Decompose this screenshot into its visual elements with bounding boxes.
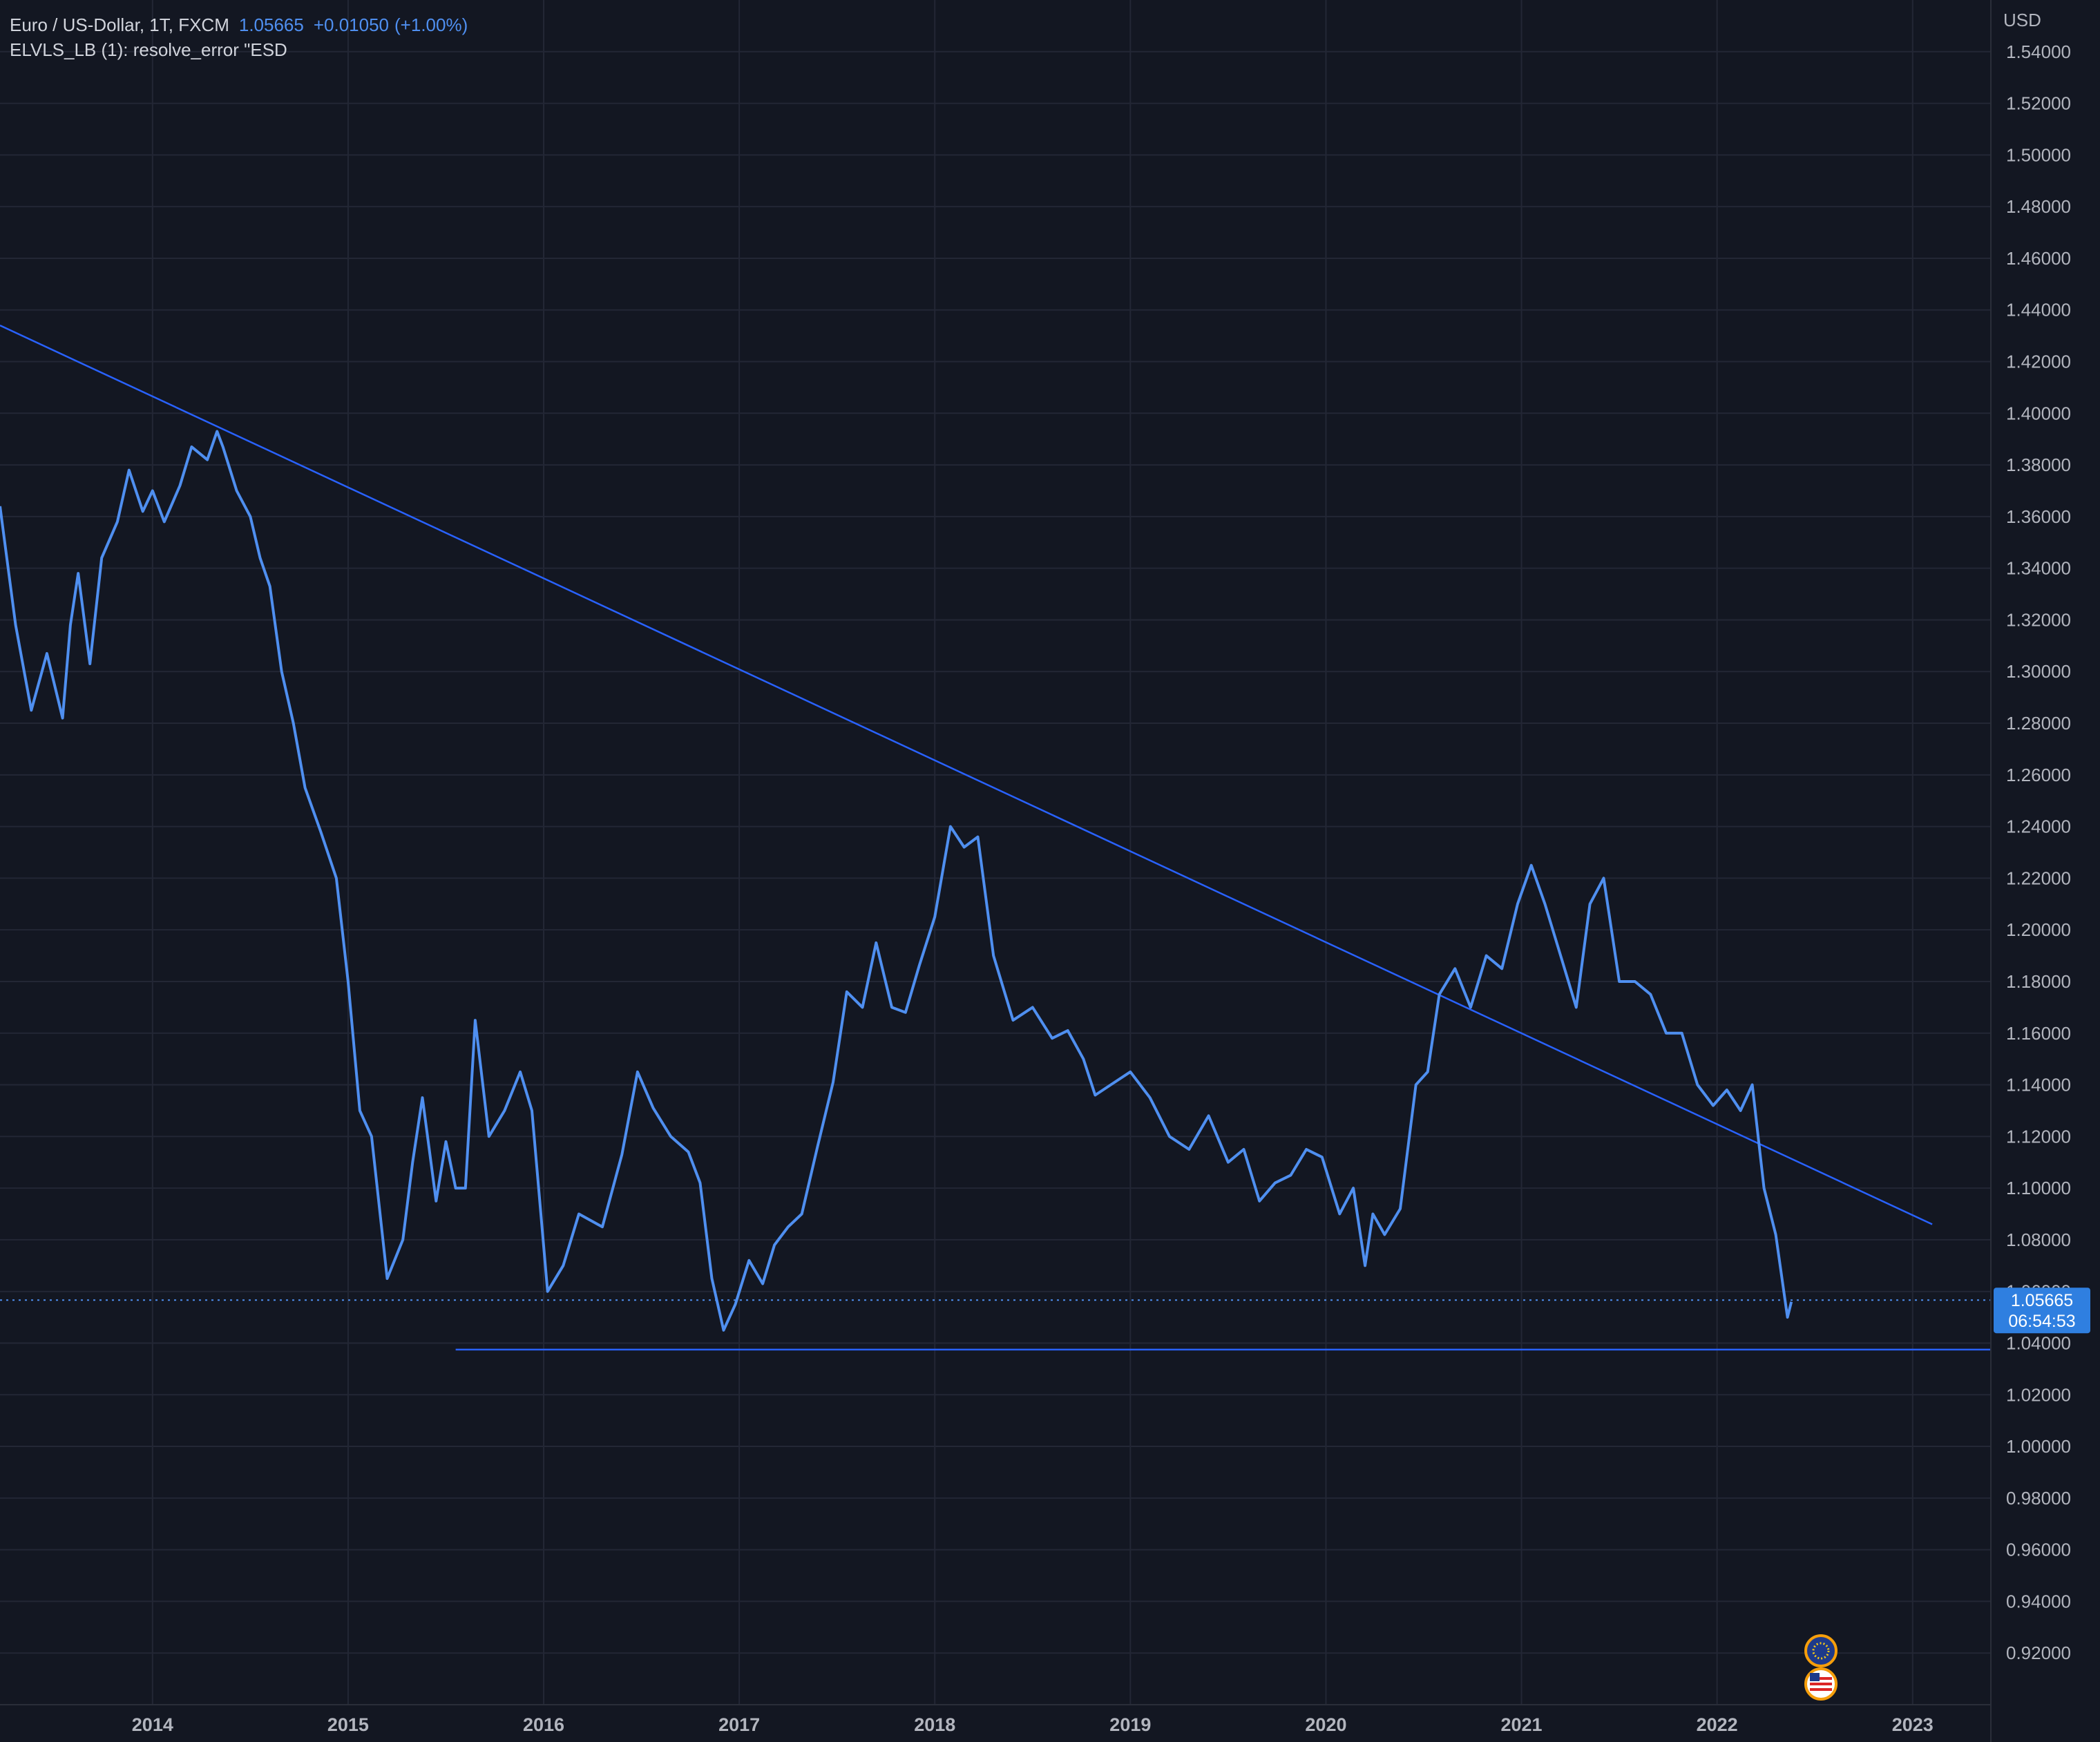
- y-tick-label: 0.98000: [2006, 1488, 2071, 1509]
- y-tick-label: 1.52000: [2006, 93, 2071, 114]
- eu-flag-icon[interactable]: [1804, 1634, 1838, 1667]
- trendlines: [0, 325, 1991, 1351]
- x-tick-label: 2021: [1501, 1714, 1543, 1735]
- y-tick-label: 1.44000: [2006, 300, 2071, 320]
- y-tick-label: 1.34000: [2006, 558, 2071, 579]
- y-tick-label: 1.00000: [2006, 1436, 2071, 1457]
- y-tick-label: 1.38000: [2006, 454, 2071, 475]
- x-tick-label: 2015: [327, 1714, 369, 1735]
- last-price-value: 1.05665: [2011, 1291, 2073, 1310]
- chart-legend: Euro / US-Dollar, 1T, FXCM 1.05665 +0.0105…: [10, 12, 468, 62]
- x-tick-label: 2017: [718, 1714, 760, 1735]
- y-tick-label: 1.04000: [2006, 1332, 2071, 1353]
- us-flag-icon[interactable]: [1804, 1667, 1838, 1701]
- currency-label: USD: [2003, 10, 2041, 30]
- y-tick-label: 1.26000: [2006, 765, 2071, 785]
- y-tick-label: 1.48000: [2006, 196, 2071, 217]
- price-axis[interactable]: 1.54000 1.52000 1.50000 1.48000 1.46000 1.440…: [2006, 41, 2071, 1663]
- price-series-line: [0, 430, 1793, 1332]
- x-tick-label: 2016: [523, 1714, 564, 1735]
- change-percent: (+1.00%): [394, 15, 468, 35]
- descending-trendline[interactable]: [0, 325, 1933, 1225]
- y-tick-label: 1.10000: [2006, 1178, 2071, 1198]
- y-tick-label: 1.02000: [2006, 1384, 2071, 1405]
- y-tick-label: 1.20000: [2006, 919, 2071, 940]
- chart-grid: [0, 0, 1991, 1705]
- y-tick-label: 1.24000: [2006, 816, 2071, 837]
- y-tick-label: 1.08000: [2006, 1229, 2071, 1250]
- y-tick-label: 1.12000: [2006, 1126, 2071, 1147]
- last-price-tag: 1.05665 06:54:53: [1994, 1288, 2090, 1334]
- y-tick-label: 0.94000: [2006, 1591, 2071, 1611]
- symbol-title[interactable]: Euro / US-Dollar, 1T, FXCM: [10, 15, 229, 35]
- y-tick-label: 1.40000: [2006, 403, 2071, 423]
- y-tick-label: 1.46000: [2006, 248, 2071, 269]
- symbol-line[interactable]: Euro / US-Dollar, 1T, FXCM 1.05665 +0.0105…: [10, 12, 468, 37]
- x-tick-label: 2018: [914, 1714, 955, 1735]
- y-tick-label: 1.28000: [2006, 713, 2071, 734]
- y-tick-label: 1.22000: [2006, 868, 2071, 888]
- x-tick-label: 2020: [1305, 1714, 1346, 1735]
- x-tick-label: 2019: [1109, 1714, 1151, 1735]
- last-value: 1.05665: [238, 15, 304, 35]
- y-tick-label: 1.32000: [2006, 609, 2071, 630]
- countdown-timer: 06:54:53: [2008, 1312, 2075, 1331]
- y-tick-label: 0.96000: [2006, 1540, 2071, 1560]
- y-tick-label: 1.42000: [2006, 352, 2071, 372]
- y-tick-label: 1.50000: [2006, 144, 2071, 165]
- y-tick-label: 1.36000: [2006, 506, 2071, 527]
- y-tick-label: 1.18000: [2006, 971, 2071, 992]
- change-value: +0.01050: [313, 15, 390, 35]
- x-tick-label: 2022: [1697, 1714, 1738, 1735]
- y-tick-label: 1.54000: [2006, 41, 2071, 62]
- x-tick-label: 2014: [132, 1714, 173, 1735]
- y-tick-label: 0.92000: [2006, 1643, 2071, 1663]
- y-tick-label: 1.16000: [2006, 1023, 2071, 1044]
- indicator-line[interactable]: ELVLS_LB (1): resolve_error "ESD: [10, 39, 287, 60]
- y-tick-label: 1.30000: [2006, 661, 2071, 682]
- time-axis[interactable]: 2014 2015 2016 2017 2018 2019 2020 2021 2022 2023: [132, 1714, 1934, 1735]
- y-tick-label: 1.14000: [2006, 1075, 2071, 1095]
- x-tick-label: 2023: [1892, 1714, 1934, 1735]
